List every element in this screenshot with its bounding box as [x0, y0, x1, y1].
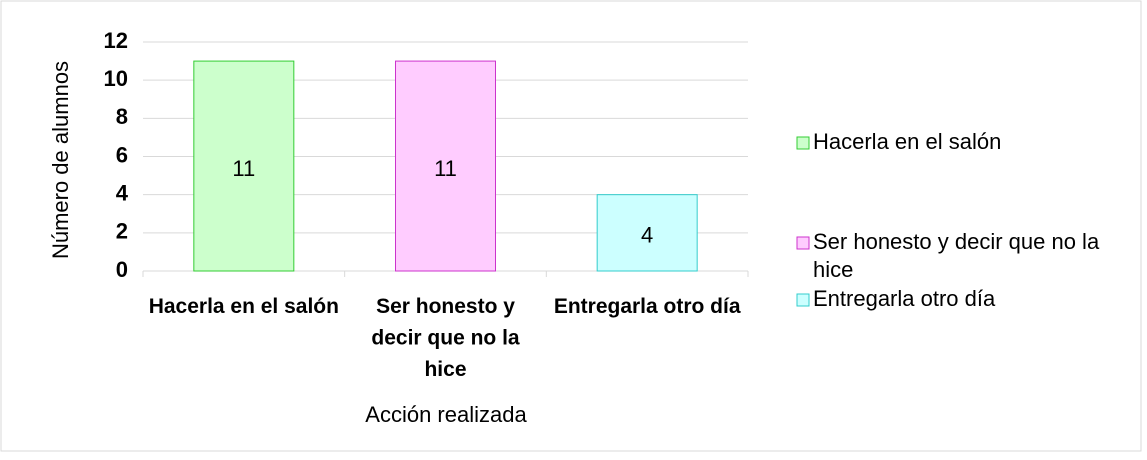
y-tick-label: 10	[104, 66, 128, 91]
text-line: Hacerla en el salón	[813, 129, 1001, 154]
y-tick-label: 12	[104, 28, 128, 53]
legend-swatch	[796, 236, 810, 250]
legend-swatch	[796, 136, 810, 150]
text-line: hice	[813, 257, 853, 282]
legend-label: Hacerla en el salón	[813, 129, 1001, 154]
x-axis-title: Acción realizada	[365, 402, 527, 427]
text-line: hice	[424, 358, 466, 381]
y-tick-label: 2	[116, 219, 128, 244]
x-tick-label: Entregarla otro día	[554, 295, 741, 318]
x-tick-label: Ser honesto y decir que no la hice	[371, 295, 520, 381]
legend-label: Ser honesto y decir que no la hice	[813, 229, 1100, 282]
y-tick-label: 8	[116, 104, 128, 129]
y-tick-label: 0	[116, 257, 128, 282]
text-line: decir que no la	[371, 326, 520, 349]
y-tick-label: 6	[116, 142, 128, 167]
bar	[596, 194, 698, 272]
text-line: Hacerla en el salón	[149, 295, 339, 318]
bar	[193, 60, 295, 272]
text-line: Entregarla otro día	[813, 286, 996, 311]
x-tick-label: Hacerla en el salón	[149, 295, 339, 318]
text-line: Ser honesto y	[376, 295, 515, 318]
chart-frame	[0, 0, 1142, 452]
y-axis-title: Número de alumnos	[48, 61, 73, 259]
legend-swatch	[796, 293, 810, 307]
legend-label: Entregarla otro día	[813, 286, 996, 311]
text-line: Entregarla otro día	[554, 295, 741, 318]
data-label: 11	[232, 156, 255, 181]
data-label: 4	[641, 223, 653, 248]
text-line: Ser honesto y decir que no la	[813, 229, 1100, 254]
data-label: 11	[434, 156, 457, 181]
y-tick-label: 4	[116, 180, 129, 205]
bar	[395, 60, 496, 272]
